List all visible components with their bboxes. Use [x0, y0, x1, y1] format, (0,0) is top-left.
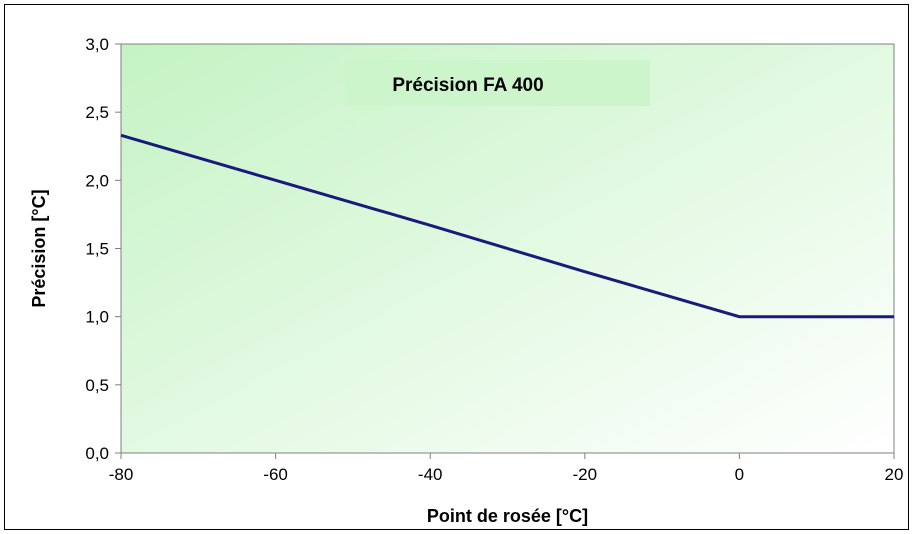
x-tick-label: -60 — [263, 465, 288, 484]
x-axis-title: Point de rosée [°C] — [427, 506, 588, 526]
y-tick-label: 3,0 — [85, 35, 109, 54]
y-axis: 0,0 0,5 1,0 1,5 2,0 2,5 3,0 — [85, 35, 121, 463]
x-tick-label: 0 — [735, 465, 744, 484]
x-tick-label: 20 — [885, 465, 904, 484]
y-tick-label: 1,5 — [85, 240, 109, 259]
x-tick-label: -40 — [418, 465, 443, 484]
chart-title: Précision FA 400 — [392, 75, 543, 96]
x-axis: -80 -60 -40 -20 0 20 — [109, 453, 904, 484]
x-tick-label: -80 — [109, 465, 134, 484]
x-tick-label: -20 — [573, 465, 598, 484]
series-line — [120, 133, 894, 319]
y-axis-title: Précision [°C] — [29, 189, 49, 307]
chart-title-box — [345, 60, 650, 106]
y-tick-label: 0,0 — [85, 444, 109, 463]
y-tick-label: 0,5 — [85, 376, 109, 395]
y-tick-label: 2,0 — [85, 171, 109, 190]
y-tick-label: 1,0 — [85, 308, 109, 327]
y-tick-label: 2,5 — [85, 103, 109, 122]
